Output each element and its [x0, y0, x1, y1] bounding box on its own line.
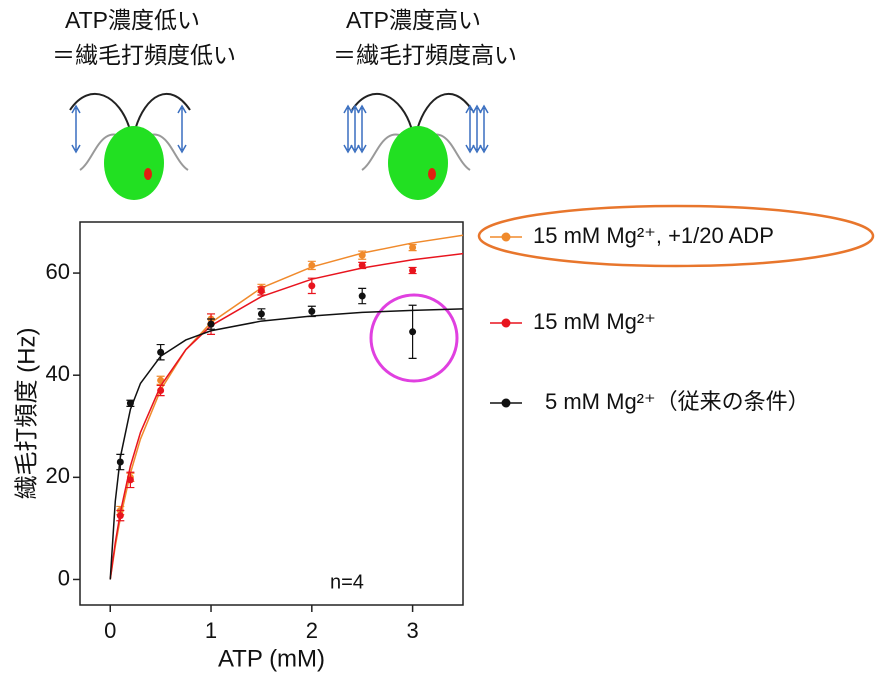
- illustration-low: [70, 94, 190, 200]
- fit-curve: [110, 309, 463, 580]
- x-tick-label: 1: [205, 618, 217, 643]
- point: [127, 476, 134, 483]
- legend-marker: [502, 233, 511, 242]
- point: [308, 308, 315, 315]
- point: [359, 293, 366, 300]
- point: [409, 267, 416, 274]
- point: [127, 400, 134, 407]
- highlight: [371, 295, 457, 381]
- x-tick-label: 0: [104, 618, 116, 643]
- point: [409, 328, 416, 335]
- annotation: n=4: [330, 571, 364, 593]
- y-tick-label: 40: [46, 361, 70, 386]
- x-tick-label: 3: [406, 618, 418, 643]
- caption: ＝繊毛打頻度高い: [333, 42, 517, 68]
- caption: ATP濃度高い: [346, 7, 481, 33]
- point: [157, 387, 164, 394]
- point: [359, 262, 366, 269]
- point: [117, 512, 124, 519]
- fit-curve: [110, 235, 463, 579]
- legend-label: 15 mM Mg²⁺, +1/20 ADP: [533, 223, 774, 248]
- point: [308, 282, 315, 289]
- fit-curve: [110, 254, 463, 580]
- point: [117, 459, 124, 466]
- legend-marker: [502, 319, 511, 328]
- figure: ATP濃度低い ＝繊毛打頻度低い ATP濃度高い ＝繊毛打頻度高い 0 1 2 3 0 2…: [0, 0, 885, 677]
- point: [409, 244, 416, 251]
- caption: ATP濃度低い: [65, 7, 200, 33]
- point: [208, 321, 215, 328]
- legend-marker: [502, 399, 511, 408]
- y-tick-label: 20: [46, 463, 70, 488]
- y-axis-label: 繊毛打頻度 (Hz): [13, 328, 40, 500]
- point: [359, 252, 366, 259]
- point: [308, 262, 315, 269]
- point: [258, 287, 265, 294]
- x-axis-label: ATP (mM): [218, 645, 325, 672]
- plot-frame: [80, 222, 463, 605]
- caption: ＝繊毛打頻度低い: [52, 42, 236, 68]
- point: [157, 349, 164, 356]
- legend-label: 5 mM Mg²⁺（従来の条件）: [545, 389, 810, 414]
- point: [258, 310, 265, 317]
- y-tick-label: 0: [58, 565, 70, 590]
- legend-label: 15 mM Mg²⁺: [533, 309, 656, 334]
- y-tick-label: 60: [46, 259, 70, 284]
- illustration-high: [344, 94, 488, 200]
- x-tick-label: 2: [306, 618, 318, 643]
